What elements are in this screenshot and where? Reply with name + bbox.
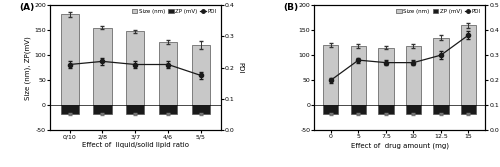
- Bar: [406, 105, 421, 114]
- Bar: [126, 105, 144, 114]
- Bar: [351, 46, 366, 105]
- Bar: [324, 45, 338, 105]
- Bar: [434, 38, 448, 105]
- Y-axis label: PDI: PDI: [238, 62, 244, 73]
- Bar: [461, 25, 476, 105]
- Legend: Size (nm), ZP (mV), PDI: Size (nm), ZP (mV), PDI: [130, 8, 218, 15]
- Text: (B): (B): [284, 3, 299, 12]
- Bar: [126, 31, 144, 105]
- Bar: [192, 105, 210, 114]
- Bar: [324, 105, 338, 114]
- Bar: [434, 105, 448, 114]
- Bar: [60, 14, 78, 105]
- X-axis label: Effect of  drug amount (mg): Effect of drug amount (mg): [350, 142, 448, 149]
- Bar: [60, 105, 78, 114]
- Bar: [159, 42, 177, 105]
- Y-axis label: Size (nm), ZP(mV): Size (nm), ZP(mV): [25, 36, 32, 100]
- Bar: [94, 28, 112, 105]
- Legend: Size (nm), ZP (mV), PDI: Size (nm), ZP (mV), PDI: [395, 8, 482, 15]
- Bar: [94, 105, 112, 114]
- Bar: [378, 105, 394, 114]
- Bar: [461, 105, 476, 114]
- Text: (A): (A): [20, 3, 34, 12]
- Bar: [351, 105, 366, 114]
- Bar: [406, 46, 421, 105]
- Bar: [159, 105, 177, 114]
- Bar: [192, 45, 210, 105]
- Bar: [378, 48, 394, 105]
- X-axis label: Effect of  liquid/solid lipid ratio: Effect of liquid/solid lipid ratio: [82, 142, 189, 148]
